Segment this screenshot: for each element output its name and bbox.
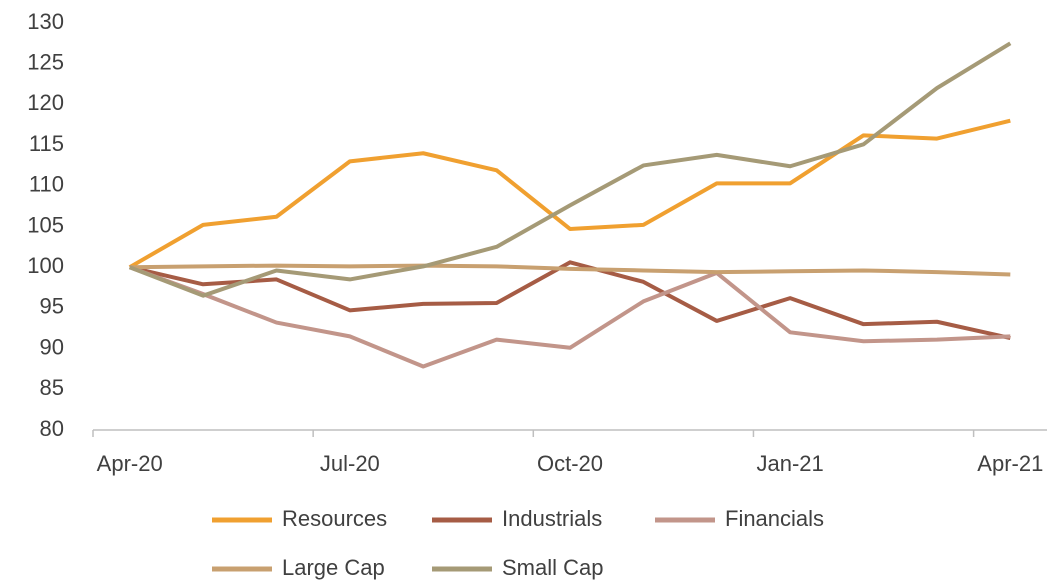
series-line xyxy=(128,41,1012,298)
series-line xyxy=(128,118,1011,269)
y-tick-label: 90 xyxy=(40,334,64,359)
y-tick-label: 115 xyxy=(29,131,64,156)
y-tick-label: 110 xyxy=(29,172,64,197)
y-tick-label: 80 xyxy=(40,416,64,441)
legend-label: Large Cap xyxy=(282,555,385,580)
y-tick-label: 100 xyxy=(27,253,64,278)
series-line xyxy=(129,263,1011,277)
x-tick-label: Jul-20 xyxy=(320,451,380,476)
y-tick-label: 85 xyxy=(40,375,64,400)
legend-label: Small Cap xyxy=(502,555,603,580)
y-tick-label: 125 xyxy=(27,50,64,75)
x-tick-label: Oct-20 xyxy=(537,451,603,476)
legend-label: Financials xyxy=(725,506,824,531)
x-tick-label: Apr-20 xyxy=(97,451,163,476)
y-tick-label: 95 xyxy=(40,294,64,319)
series-line xyxy=(129,260,1011,340)
x-tick-label: Jan-21 xyxy=(757,451,824,476)
y-tick-label: 130 xyxy=(27,9,64,34)
y-tick-label: 105 xyxy=(27,212,64,237)
y-tick-label: 120 xyxy=(27,90,64,115)
series-line xyxy=(129,265,1011,369)
x-tick-label: Apr-21 xyxy=(977,451,1043,476)
legend-label: Resources xyxy=(282,506,387,531)
legend-label: Industrials xyxy=(502,506,602,531)
